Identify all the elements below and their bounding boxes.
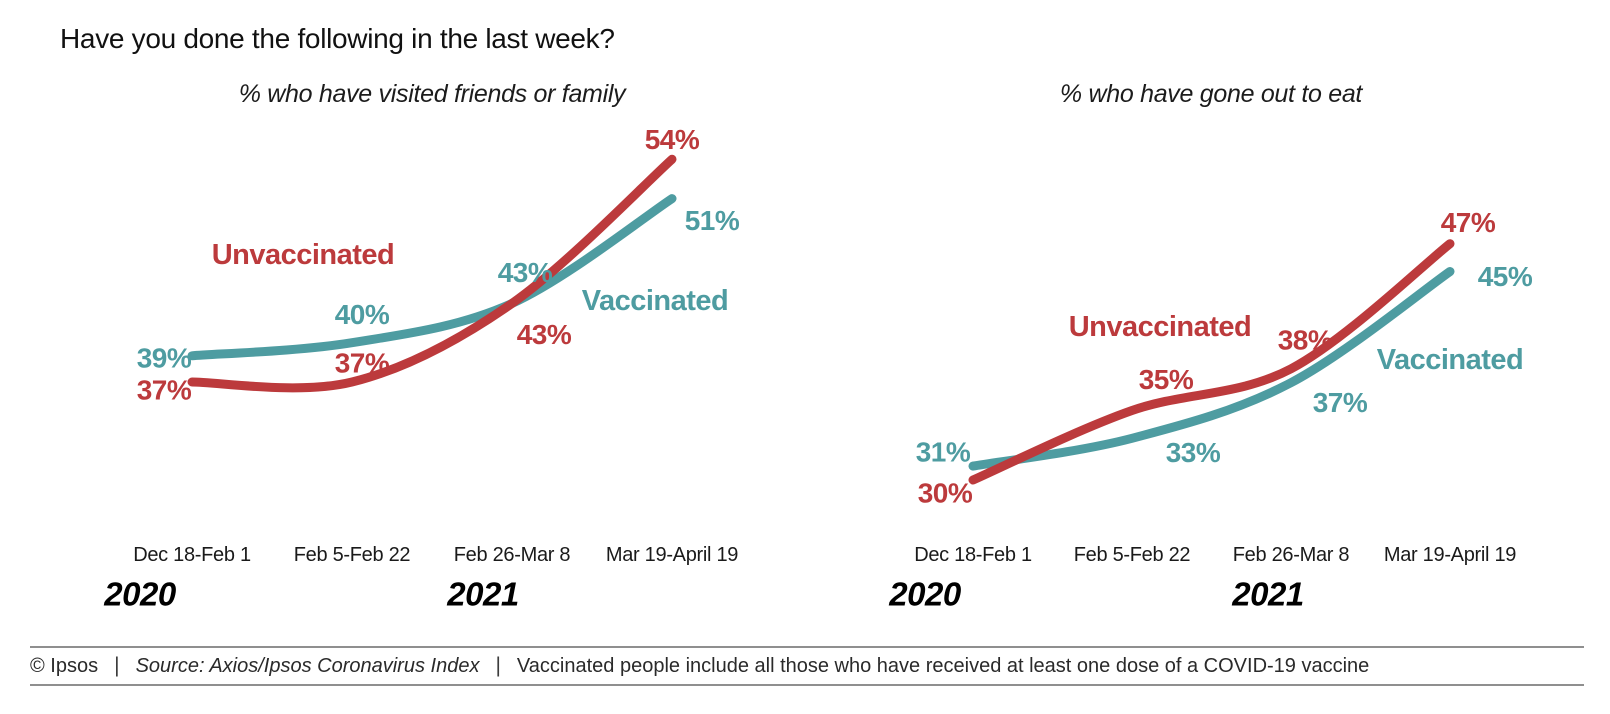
unvaccinated-value-label: 35%	[1139, 364, 1194, 395]
unvaccinated-value-label: 37%	[137, 375, 192, 406]
page-title: Have you done the following in the last …	[60, 23, 615, 54]
unvaccinated-line	[968, 239, 1455, 485]
footer: © Ipsos | Source: Axios/Ipsos Coronaviru…	[30, 646, 1584, 686]
vaccinated-value-label: 43%	[498, 257, 553, 288]
unvaccinated-value-label: 30%	[918, 478, 973, 509]
vaccinated-value-label: 33%	[1166, 437, 1221, 468]
footer-copyright: © Ipsos	[30, 654, 99, 677]
vaccinated-value-label: 45%	[1478, 261, 1533, 292]
footer-separator: |	[114, 654, 120, 677]
vaccinated-line	[187, 194, 677, 361]
footer-separator: |	[495, 654, 501, 677]
year-label: 2021	[446, 576, 518, 613]
footer-source: Source: Axios/Ipsos Coronavirus Index	[135, 654, 480, 677]
x-axis-label: Mar 19-April 19	[1384, 544, 1516, 566]
x-axis-label: Feb 26-Mar 8	[454, 544, 571, 566]
footer-note: Vaccinated people include all those who …	[516, 654, 1370, 677]
year-label: 2021	[1231, 576, 1303, 613]
year-label: 2020	[888, 576, 962, 613]
left-chart-subtitle: % who have visited friends or family	[238, 80, 626, 108]
unvaccinated-line	[187, 154, 677, 393]
x-axis-label: Feb 5-Feb 22	[294, 544, 411, 566]
vaccinated-line	[968, 267, 1455, 471]
vaccinated-value-label: 39%	[137, 342, 192, 373]
right-chart-subtitle: % who have gone out to eat	[1059, 80, 1363, 108]
x-axis-label: Feb 26-Mar 8	[1233, 544, 1350, 566]
vaccinated-value-label: 51%	[685, 205, 740, 236]
unvaccinated-value-label: 37%	[335, 348, 390, 379]
vaccinated-value-label: 40%	[335, 299, 390, 330]
vaccinated-value-label: 37%	[1313, 387, 1368, 418]
vaccinated-value-label: 31%	[916, 437, 971, 468]
unvaccinated-value-label: 38%	[1278, 324, 1333, 355]
unvaccinated-value-label: 43%	[517, 319, 572, 350]
x-axis-label: Mar 19-April 19	[606, 544, 738, 566]
x-axis-label: Feb 5-Feb 22	[1074, 544, 1191, 566]
unvaccinated-value-label: 54%	[645, 124, 700, 155]
x-axis-label: Dec 18-Feb 1	[914, 544, 1032, 566]
year-label: 2020	[103, 576, 177, 613]
vaccinated-series-label: Vaccinated	[1377, 344, 1524, 376]
unvaccinated-series-label: Unvaccinated	[1069, 311, 1252, 343]
unvaccinated-series-label: Unvaccinated	[212, 239, 395, 271]
vaccinated-series-label: Vaccinated	[582, 285, 729, 317]
unvaccinated-value-label: 47%	[1441, 207, 1496, 238]
x-axis-label: Dec 18-Feb 1	[133, 544, 251, 566]
